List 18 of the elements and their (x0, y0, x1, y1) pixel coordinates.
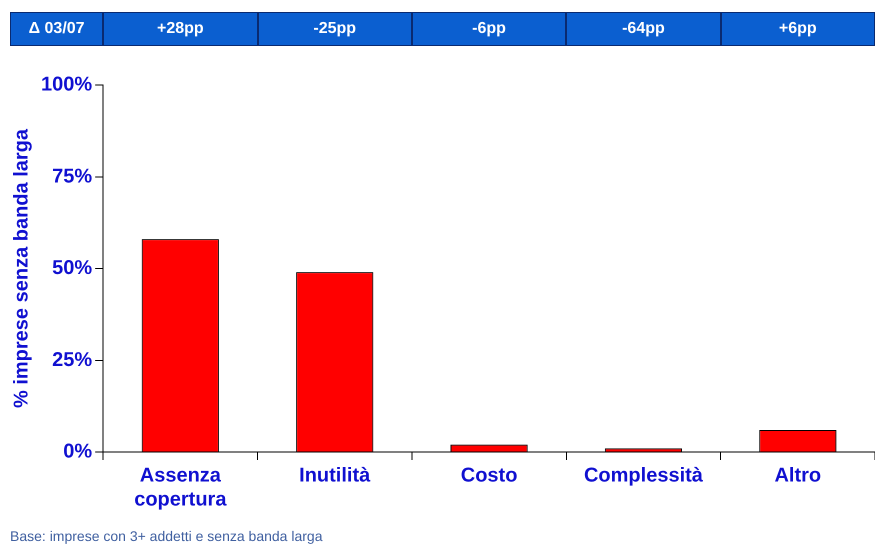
text: Base: imprese con 3+ addetti e senza banda larga (10, 528, 322, 544)
y-tick-label: 75% (52, 165, 92, 188)
x-tick-label: Complessità (584, 464, 704, 487)
x-tick-label: Inutilità (299, 464, 372, 487)
text: +6pp (720, 12, 875, 46)
y-tick-label: 50% (52, 257, 92, 280)
y-tick-label: 100% (40, 74, 92, 96)
text: Δ 03/07 (10, 12, 104, 46)
text: +28pp (103, 12, 258, 46)
x-tick-label: Assenza copertura (134, 464, 228, 511)
y-tick-label: 0% (63, 440, 92, 463)
y-tick-label: 25% (52, 348, 92, 371)
x-tick-label: Costo (460, 464, 518, 487)
text: -64pp (566, 12, 721, 46)
text: -6pp (412, 12, 566, 46)
x-tick-label: Altro (774, 464, 822, 487)
text: -25pp (258, 12, 412, 46)
y-axis-title: % imprese senza banda larga (10, 128, 33, 408)
